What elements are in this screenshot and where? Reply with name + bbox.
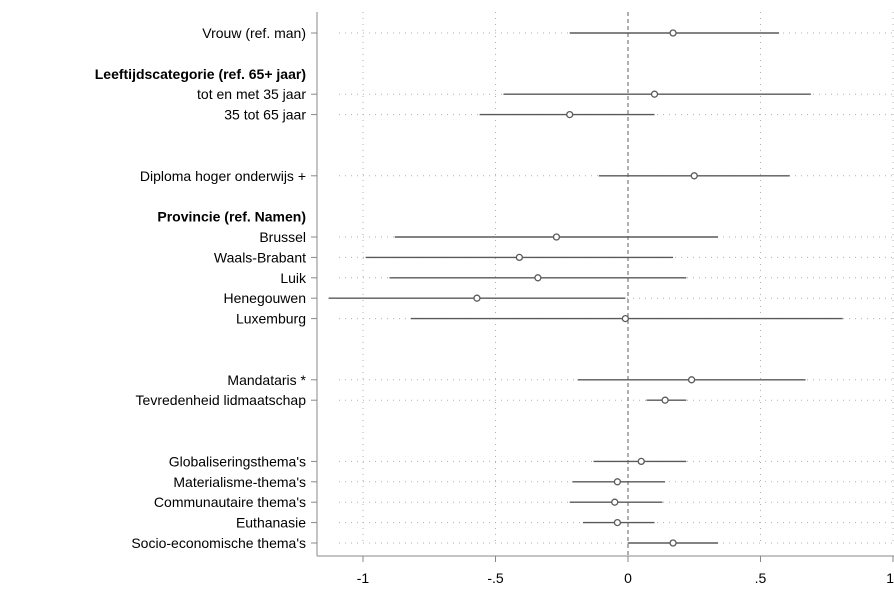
point-estimate bbox=[637, 457, 645, 466]
x-tick-label: .5 bbox=[755, 570, 767, 586]
row-label: Globaliseringsthema's bbox=[169, 453, 306, 469]
row-label: Materialisme-thema's bbox=[173, 474, 306, 490]
point-estimate bbox=[534, 274, 542, 282]
row-label: Mandataris * bbox=[227, 372, 306, 388]
point-estimate bbox=[552, 233, 561, 241]
point-estimate bbox=[613, 518, 622, 527]
x-tick-labels: -1 -.5 0 .5 1 bbox=[357, 570, 894, 586]
confidence-intervals bbox=[328, 32, 843, 544]
row-label: tot en met 35 jaar bbox=[197, 86, 306, 102]
point-estimate bbox=[690, 172, 698, 180]
point-estimate bbox=[566, 110, 574, 119]
row-label: Henegouwen bbox=[223, 290, 306, 306]
point-estimate bbox=[661, 396, 669, 404]
row-label: 35 tot 65 jaar bbox=[224, 107, 306, 123]
row-label: Tevredenheid lidmaatschap bbox=[136, 392, 307, 408]
point-estimate bbox=[611, 498, 619, 506]
row-label: Luxemburg bbox=[236, 311, 306, 327]
x-tick-label: 0 bbox=[624, 570, 632, 586]
row-group-header: Provincie (ref. Namen) bbox=[157, 209, 306, 225]
point-estimates bbox=[473, 29, 698, 547]
point-estimate bbox=[669, 539, 677, 547]
point-estimate bbox=[515, 253, 523, 262]
x-tick-label: -.5 bbox=[487, 570, 504, 586]
axes bbox=[311, 12, 894, 562]
point-estimate bbox=[621, 314, 629, 323]
point-estimate bbox=[473, 294, 481, 302]
gridlines bbox=[339, 12, 894, 546]
row-group-header: Leeftijdscategorie (ref. 65+ jaar) bbox=[95, 66, 306, 82]
row-label: Communautaire thema's bbox=[154, 494, 306, 510]
row-labels: Vrouw (ref. man) Leeftijdscategorie (ref.… bbox=[95, 25, 307, 551]
row-label: Luik bbox=[280, 270, 307, 286]
point-estimate bbox=[687, 376, 696, 384]
row-label: Euthanasie bbox=[236, 515, 306, 531]
row-label: Brussel bbox=[259, 229, 306, 245]
row-label: Waals-Brabant bbox=[214, 249, 306, 265]
point-estimate bbox=[650, 90, 659, 98]
point-estimate bbox=[669, 29, 677, 37]
x-tick-label: 1 bbox=[886, 570, 894, 586]
row-label: Diploma hoger onderwijs + bbox=[140, 168, 306, 184]
point-estimate bbox=[613, 478, 622, 486]
row-label: Socio-economische thema's bbox=[131, 535, 306, 551]
row-label: Vrouw (ref. man) bbox=[202, 25, 306, 41]
x-tick-label: -1 bbox=[357, 570, 370, 586]
